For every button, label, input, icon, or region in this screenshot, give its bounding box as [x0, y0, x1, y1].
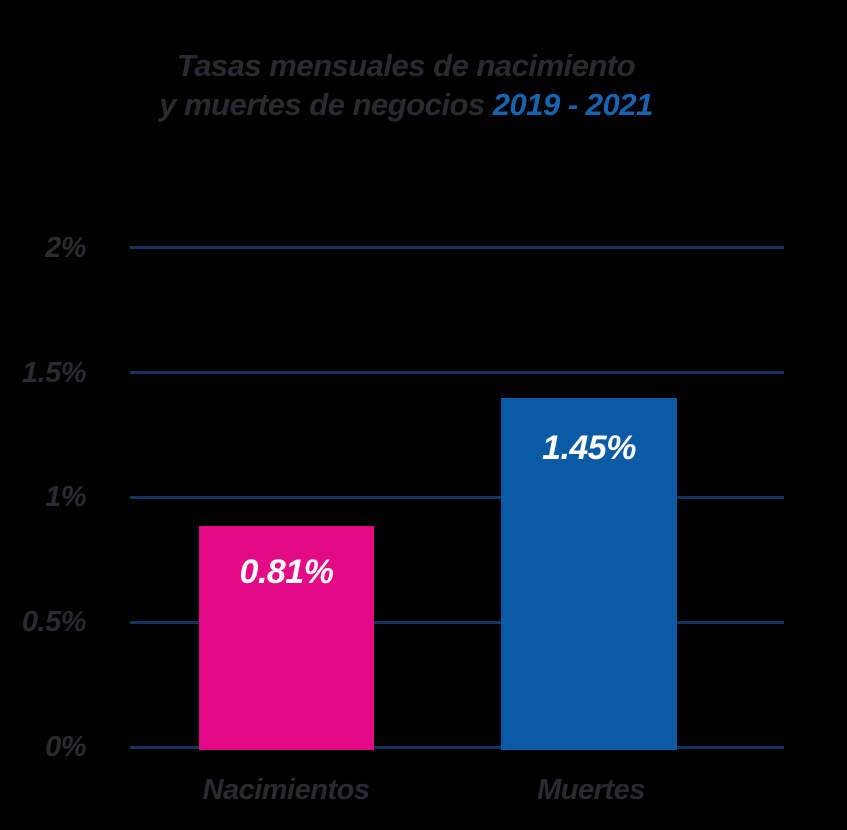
gridline-1-5pct — [130, 371, 784, 374]
ytick-2pct: 2% — [45, 232, 86, 264]
bar-muertes — [501, 398, 677, 750]
bar-value-nacimientos: 0.81% — [239, 553, 334, 591]
chart-title-line2: y muertes de negocios 2019 - 2021 — [0, 85, 812, 124]
bar-nacimientos — [199, 526, 374, 750]
xlabel-muertes: Muertes — [537, 774, 645, 806]
ytick-0-5pct: 0.5% — [21, 606, 87, 638]
ytick-1pct: 1% — [45, 481, 86, 513]
xlabel-nacimientos: Nacimientos — [202, 774, 370, 806]
chart-title-line1: Tasas mensuales de nacimiento — [176, 48, 636, 83]
ytick-0pct: 0% — [45, 731, 86, 763]
gridline-0pct — [130, 746, 784, 749]
ytick-1-5pct: 1.5% — [21, 357, 87, 389]
gridline-1pct — [130, 496, 784, 499]
bar-value-muertes: 1.45% — [542, 429, 636, 467]
chart-title-line2-text: y muertes de negocios — [159, 87, 485, 122]
chart-title-years: 2019 - 2021 — [492, 87, 653, 122]
gridline-0-5pct — [130, 621, 784, 624]
gridline-2pct — [130, 246, 784, 249]
chart-title: Tasas mensuales de nacimiento y muertes … — [0, 46, 812, 124]
